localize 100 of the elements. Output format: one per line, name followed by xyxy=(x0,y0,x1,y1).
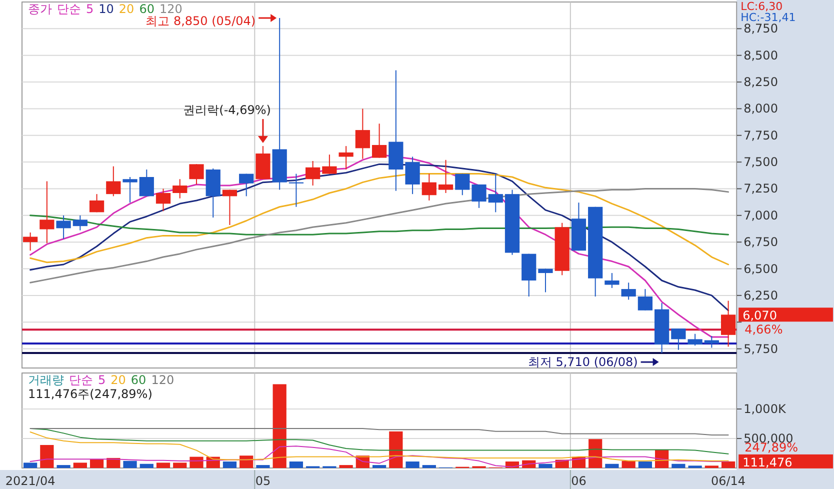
candlestick xyxy=(139,169,154,197)
candlestick xyxy=(455,173,470,196)
text: 60 xyxy=(130,373,146,387)
text: 60 xyxy=(139,2,154,16)
candlestick xyxy=(106,166,121,197)
candlestick xyxy=(56,214,71,240)
candlestick xyxy=(306,160,320,186)
candlestick xyxy=(338,146,354,170)
candlestick xyxy=(438,159,454,194)
line-series xyxy=(30,188,730,284)
text: LC:6,30 xyxy=(740,0,783,13)
y-tick-label: 7,750 xyxy=(744,128,778,142)
text: 20 xyxy=(118,2,134,16)
bar xyxy=(389,431,403,468)
candlestick xyxy=(604,272,620,288)
candlestick xyxy=(189,164,204,185)
candlestick xyxy=(704,335,719,348)
line-series xyxy=(30,428,729,436)
line-series xyxy=(30,446,729,468)
candlestick xyxy=(688,333,702,346)
y-tick-label: 6,750 xyxy=(744,235,778,250)
candlestick xyxy=(488,173,503,213)
bar xyxy=(588,439,602,468)
candlestick xyxy=(72,214,88,231)
bar xyxy=(289,462,304,468)
bar xyxy=(156,462,170,468)
text: 6,070 xyxy=(742,308,777,323)
x-tick-label: 05 xyxy=(255,474,271,488)
y-tick-label: 7,500 xyxy=(744,155,778,170)
bar xyxy=(256,465,270,468)
candlestick xyxy=(239,173,254,197)
candlestick xyxy=(638,288,653,311)
bar xyxy=(406,462,420,468)
chart-title: 거래량 xyxy=(28,373,64,387)
candlestick xyxy=(122,176,138,204)
candlestick xyxy=(621,282,636,300)
candlestick xyxy=(156,188,171,212)
y-tick-label: 7,000 xyxy=(744,208,778,222)
bar xyxy=(190,456,204,468)
bar xyxy=(123,460,137,468)
bar xyxy=(24,462,38,468)
bar xyxy=(672,464,686,468)
y-tick-label: 5,750 xyxy=(744,342,778,356)
annotation: 권리락(-4,69%) xyxy=(183,103,271,118)
candlestick xyxy=(355,108,370,160)
candlestick xyxy=(222,189,238,226)
text: 10 xyxy=(98,2,114,16)
y-tick-label: 500,000 xyxy=(744,431,794,446)
candlestick xyxy=(720,300,736,348)
bar xyxy=(140,464,154,468)
bar xyxy=(372,465,386,468)
line-series xyxy=(30,214,730,236)
bar xyxy=(622,460,636,468)
text: 111,476 xyxy=(742,455,792,470)
bar xyxy=(605,464,619,468)
bar xyxy=(222,462,237,468)
bar xyxy=(40,444,54,468)
y-tick-label: 8,250 xyxy=(744,75,778,90)
candlestick xyxy=(422,173,436,201)
annotation: 111,476주(247,89%) xyxy=(28,387,152,401)
candlestick xyxy=(671,328,686,350)
candlestick xyxy=(172,178,188,199)
y-tick-label: 8,750 xyxy=(744,22,778,36)
bar xyxy=(339,465,353,468)
text: 20 xyxy=(110,373,126,387)
x-tick-label: 06 xyxy=(571,474,586,488)
candlestick xyxy=(288,173,304,208)
line-series xyxy=(30,163,730,312)
annotation: 최고 8,850 (05/04) xyxy=(146,14,256,28)
legend-title: 단순 xyxy=(57,2,81,16)
bar xyxy=(90,459,104,468)
x-tick-label: 2021/04 xyxy=(5,474,56,488)
y-tick-label: 8,500 xyxy=(744,48,778,62)
candlestick xyxy=(89,194,104,213)
bar xyxy=(56,465,70,468)
text: 4,66% xyxy=(744,322,783,337)
annotation: 최저 5,710 (06/08) xyxy=(528,355,638,370)
x-tick-label: 06/14 xyxy=(710,474,746,488)
y-tick-label: 1,000K xyxy=(744,402,787,416)
bar xyxy=(173,462,187,468)
candlestick xyxy=(472,184,486,208)
bar xyxy=(721,461,736,468)
candlestick xyxy=(538,268,553,293)
text: 120 xyxy=(151,373,174,387)
bar xyxy=(538,464,552,468)
y-tick-label: 8,000 xyxy=(744,102,778,116)
text: HC:-31,41 xyxy=(740,11,796,24)
bar xyxy=(240,456,254,468)
bar xyxy=(638,462,652,468)
bar xyxy=(272,384,286,468)
chart-title: 종가 xyxy=(28,2,52,16)
candlestick xyxy=(405,156,420,195)
candlestick xyxy=(322,154,337,174)
text: 120 xyxy=(159,2,182,16)
line-series xyxy=(30,432,729,462)
legend-title: 단순 xyxy=(69,373,93,387)
bar xyxy=(73,462,87,468)
text: 5 xyxy=(86,2,94,16)
candlestick xyxy=(23,232,38,252)
y-tick-label: 6,250 xyxy=(744,288,778,302)
